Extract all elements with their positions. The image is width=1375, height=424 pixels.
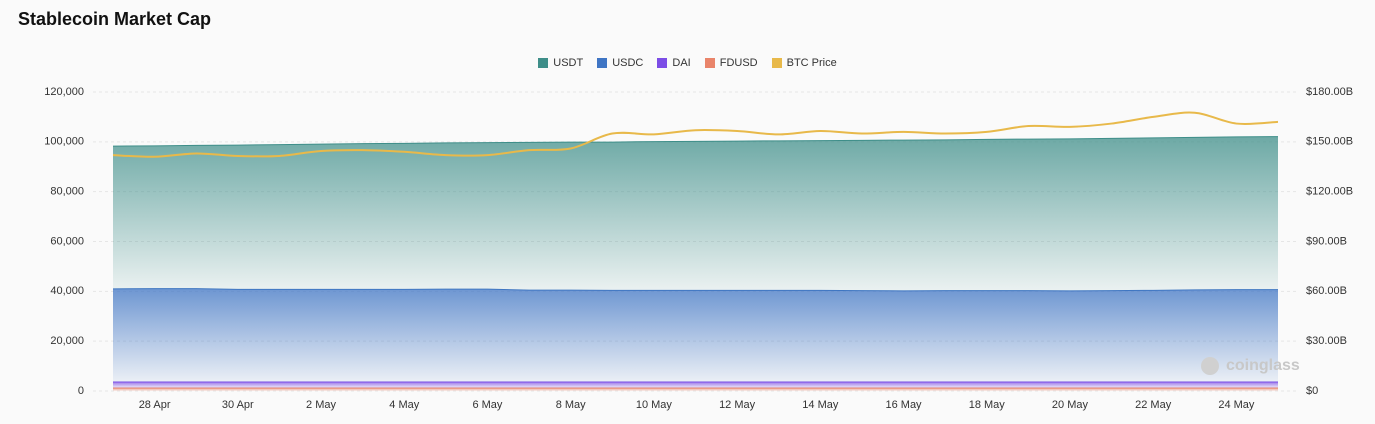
legend-swatch [538, 58, 549, 68]
x-tick-label: 28 Apr [139, 399, 171, 411]
area [113, 136, 1278, 291]
legend: USDT USDC DAI FDUSD BTC Price [0, 57, 1375, 69]
y2-tick-label: $150.00B [1306, 136, 1353, 148]
x-tick-label: 8 May [556, 399, 586, 411]
y-tick-label: 100,000 [44, 136, 84, 148]
y2-tick-label: $180.00B [1306, 86, 1353, 98]
x-tick-label: 2 May [306, 399, 336, 411]
legend-item[interactable]: BTC Price [771, 57, 837, 69]
y-tick-label: 40,000 [50, 285, 84, 297]
y2-tick-label: $0 [1306, 385, 1318, 397]
y2-tick-label: $120.00B [1306, 186, 1353, 198]
legend-swatch [704, 58, 715, 68]
legend-item[interactable]: USDC [597, 57, 643, 69]
y2-tick-label: $90.00B [1306, 235, 1347, 247]
x-tick-label: 18 May [969, 399, 1006, 411]
y-tick-label: 80,000 [50, 186, 84, 198]
legend-item[interactable]: USDT [538, 57, 583, 69]
legend-swatch [597, 58, 608, 68]
legend-label: FDUSD [719, 57, 758, 69]
legend-label: USDT [553, 57, 584, 69]
legend-swatch [657, 58, 668, 68]
line [112, 111, 1279, 158]
legend-label: USDC [612, 57, 644, 69]
x-tick-label: 30 Apr [222, 399, 254, 411]
watermark-logo [1201, 357, 1219, 375]
y-tick-label: 60,000 [50, 235, 84, 247]
legend-label: BTC Price [786, 57, 837, 69]
y-tick-label: 120,000 [44, 86, 84, 98]
chart-title: Stablecoin Market Cap [18, 9, 211, 29]
y2-tick-label: $30.00B [1306, 335, 1347, 347]
x-tick-label: 24 May [1218, 399, 1255, 411]
legend-item[interactable]: FDUSD [704, 57, 758, 69]
area [113, 382, 1278, 389]
area-edge [112, 136, 1279, 147]
x-tick-label: 14 May [802, 399, 839, 411]
legend-item[interactable]: DAI [657, 57, 691, 69]
y-tick-label: 0 [78, 385, 84, 397]
x-tick-label: 12 May [719, 399, 756, 411]
x-tick-label: 4 May [389, 399, 419, 411]
x-tick-label: 22 May [1135, 399, 1172, 411]
x-tick-label: 6 May [472, 399, 502, 411]
y-tick-label: 20,000 [50, 335, 84, 347]
area [113, 288, 1278, 383]
legend-label: DAI [672, 57, 691, 69]
legend-swatch [771, 58, 782, 68]
x-tick-label: 16 May [885, 399, 922, 411]
y2-tick-label: $60.00B [1306, 285, 1347, 297]
x-tick-label: 20 May [1052, 399, 1089, 411]
area [113, 388, 1278, 391]
watermark: coinglass [1226, 357, 1300, 374]
x-tick-label: 10 May [636, 399, 673, 411]
